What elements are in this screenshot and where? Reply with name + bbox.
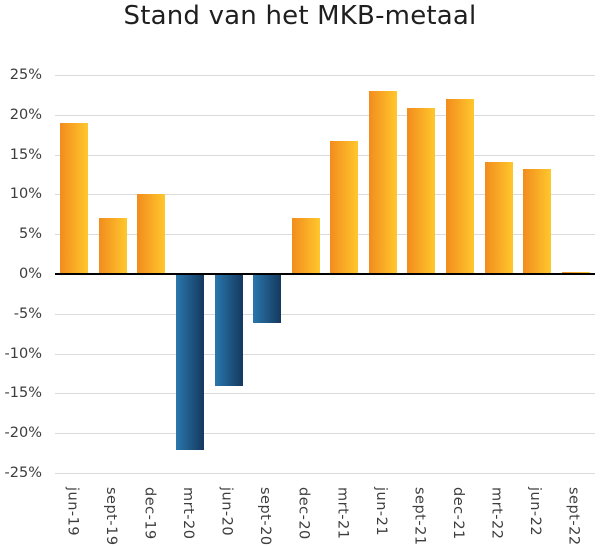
bar-mrt-21 bbox=[330, 141, 359, 274]
bar-dec-19 bbox=[137, 194, 166, 274]
y-tick-label-25%: 25% bbox=[9, 67, 42, 83]
bar-sept-20 bbox=[253, 275, 282, 323]
bar-jun-20 bbox=[214, 275, 243, 387]
gridline--20% bbox=[55, 433, 595, 435]
x-tick-label-dec-19: dec-19 bbox=[141, 487, 158, 540]
x-tick-label-mrt-21: mrt-21 bbox=[334, 487, 351, 540]
y-tick-label-20%: 20% bbox=[9, 106, 42, 123]
x-tick-label-dec-21: dec-21 bbox=[450, 487, 466, 540]
y-tick-label--10%: -10% bbox=[4, 345, 42, 362]
x-tick-label-dec-20: dec-20 bbox=[295, 487, 312, 540]
x-tick-label-sept-20: sept-20 bbox=[257, 487, 274, 546]
x-tick-label-jun-21: jun-21 bbox=[372, 487, 389, 537]
x-tick-label-mrt-20: mrt-20 bbox=[180, 487, 196, 540]
bar-sept-19 bbox=[98, 218, 127, 274]
x-tick-label-sept-21: sept-21 bbox=[411, 487, 428, 546]
bar-mrt-20 bbox=[176, 275, 204, 451]
y-tick-label-5%: 5% bbox=[18, 226, 42, 243]
gridline-5% bbox=[55, 234, 595, 236]
x-tick-label-mrt-22: mrt-22 bbox=[488, 487, 505, 540]
zero-axis-line bbox=[55, 273, 595, 275]
x-tick-label-jun-20: jun-20 bbox=[218, 487, 235, 537]
bar-mrt-22 bbox=[484, 161, 513, 274]
gridline--10% bbox=[55, 353, 595, 355]
y-tick-label-15%: 15% bbox=[9, 146, 42, 163]
y-tick-label--5%: -5% bbox=[13, 305, 42, 322]
y-tick-label--15%: -15% bbox=[4, 385, 42, 402]
x-tick-label-jun-19: jun-19 bbox=[64, 487, 81, 537]
x-tick-label-jun-22: jun-22 bbox=[527, 487, 544, 537]
bar-dec-20 bbox=[291, 218, 320, 274]
gridline--25% bbox=[55, 473, 595, 474]
gridline-10% bbox=[55, 194, 595, 196]
x-tick-label-sept-19: sept-19 bbox=[102, 487, 119, 546]
bar-jun-22 bbox=[523, 168, 552, 274]
y-tick-label-10%: 10% bbox=[9, 186, 42, 203]
bar-jun-21 bbox=[368, 90, 397, 274]
chart-title: Stand van het MKB-metaal bbox=[123, 1, 477, 31]
gridline-25% bbox=[55, 75, 595, 76]
gridline--15% bbox=[55, 393, 595, 395]
gridline-15% bbox=[55, 154, 595, 156]
bar-sept-21 bbox=[407, 108, 436, 274]
gridline--5% bbox=[55, 313, 595, 315]
y-tick-label--20%: -20% bbox=[4, 425, 42, 442]
y-tick-label--25%: -25% bbox=[4, 465, 42, 481]
bar-jun-19 bbox=[60, 122, 89, 274]
gridline-20% bbox=[55, 114, 595, 116]
bar-dec-21 bbox=[446, 98, 474, 274]
y-tick-label-0%: 0% bbox=[18, 266, 42, 282]
x-tick-label-sept-22: sept-22 bbox=[565, 487, 582, 546]
